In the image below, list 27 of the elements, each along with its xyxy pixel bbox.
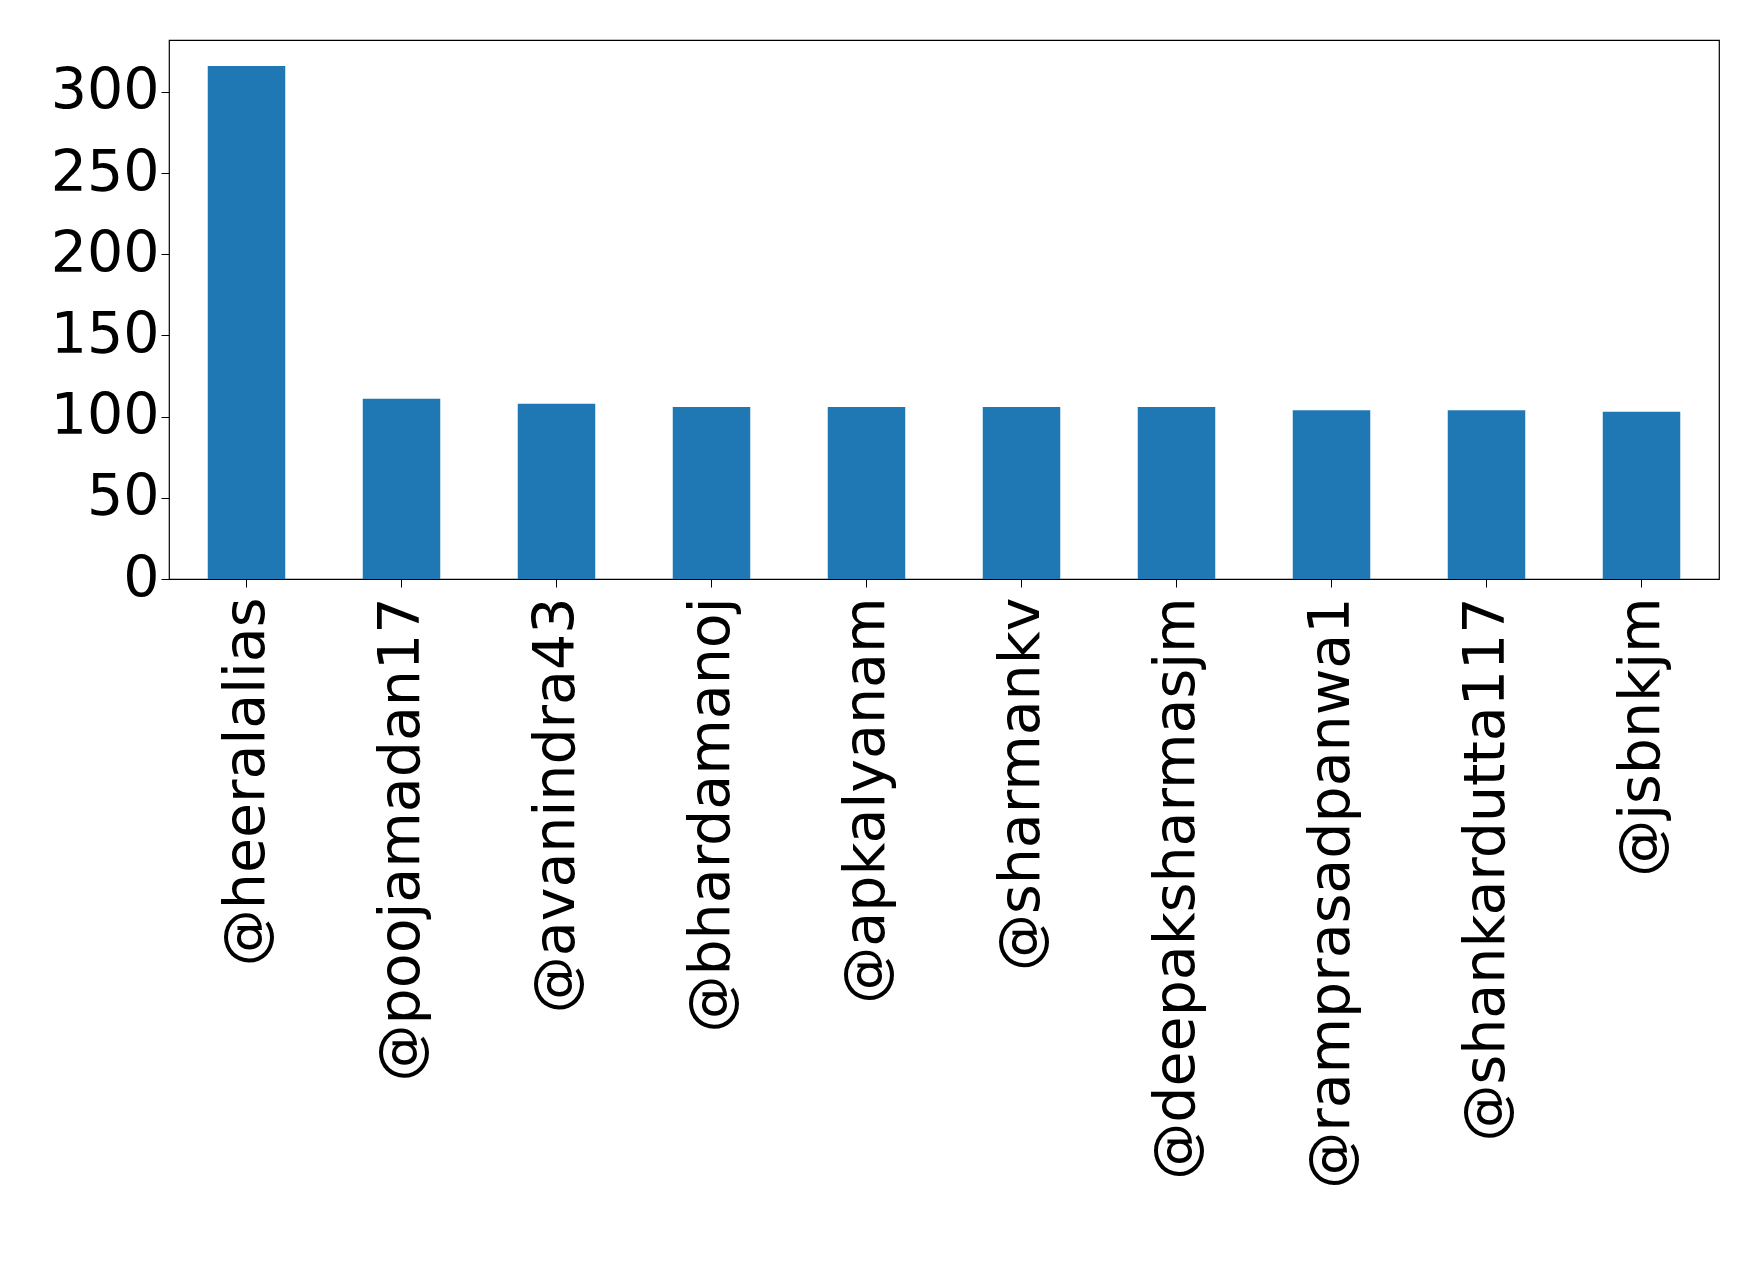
bar <box>982 406 1061 579</box>
x-tick-label: @deepaksharmasjm <box>1140 597 1207 1180</box>
bar <box>1137 406 1216 579</box>
x-tick-label: @poojamadan17 <box>365 597 432 1082</box>
bar <box>1292 410 1371 579</box>
y-tick-label: 0 <box>123 543 160 610</box>
y-tick-label: 200 <box>50 218 160 285</box>
x-tick-label: @shankardutta117 <box>1450 597 1517 1142</box>
y-tick-label: 250 <box>50 137 160 204</box>
x-tick-label: @sharmankv <box>985 597 1052 972</box>
x-tick-label: @bhardamanoj <box>675 597 742 1033</box>
x-tick-label: @apkalyanam <box>830 597 897 1004</box>
y-tick-label: 100 <box>50 381 160 448</box>
bar <box>1602 411 1681 579</box>
bar <box>207 65 286 579</box>
bar <box>362 398 441 579</box>
bar <box>1447 410 1526 579</box>
y-tick-label: 300 <box>50 56 160 123</box>
y-tick-label: 150 <box>50 299 160 366</box>
bar <box>827 406 906 579</box>
y-tick-label: 50 <box>86 462 160 529</box>
bar <box>672 406 751 579</box>
x-tick-label: @heeralalias <box>210 597 277 967</box>
x-tick-label: @ramprasadpanwa1 <box>1295 597 1362 1189</box>
x-tick-label: @jsbnkjm <box>1605 597 1672 877</box>
x-tick-label: @avanindra43 <box>520 597 587 1014</box>
bar <box>517 403 596 579</box>
